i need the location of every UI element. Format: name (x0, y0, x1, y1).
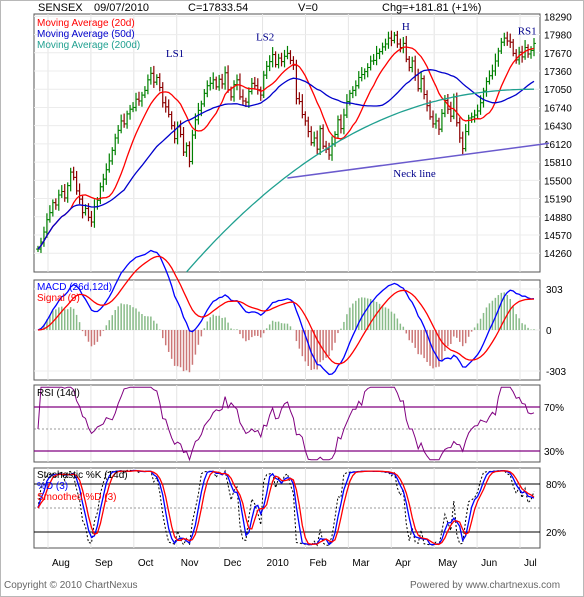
price-y-tick-label: 15810 (544, 158, 572, 169)
x-tick-label-2010: 2010 (267, 558, 290, 569)
price-y-tick-label: 16120 (544, 140, 572, 151)
price-y-tick-label: 16740 (544, 103, 572, 114)
price-y-tick-label: 14260 (544, 249, 572, 260)
symbol-label: SENSEX (38, 2, 83, 14)
price-y-tick-label: 16430 (544, 122, 572, 133)
stoch-d-legend-label: %D (3) (37, 481, 68, 492)
date-label: 09/07/2010 (94, 2, 150, 14)
volume-label: V=0 (298, 2, 318, 14)
macd-y-tick-label: 0 (546, 326, 552, 337)
price-legend-label: Moving Average (50d) (37, 29, 135, 40)
x-tick-label-apr: Apr (395, 558, 411, 569)
rsi-legend-label: RSI (14d) (37, 388, 80, 399)
price-y-tick-label: 14880 (544, 213, 572, 224)
ma200-line (186, 88, 534, 273)
price-y-tick-label: 17980 (544, 31, 572, 42)
price-y-tick-label: 18290 (544, 12, 572, 23)
x-tick-label-mar: Mar (352, 558, 370, 569)
price-y-tick-label: 17360 (544, 67, 572, 78)
stoch-y-tick-label: 80% (546, 480, 566, 491)
change-label: Chg=+181.81 (+1%) (382, 2, 482, 14)
panel-frame-rsi (33, 384, 541, 463)
price-bar (532, 38, 536, 57)
price-y-tick-label: 14570 (544, 231, 572, 242)
x-tick-label-may: May (438, 558, 457, 569)
macd-y-tick-label: -303 (546, 367, 566, 378)
x-tick-label-oct: Oct (138, 558, 154, 569)
rsi-y-tick-label: 70% (544, 403, 564, 414)
price-annotation: LS2 (256, 31, 274, 43)
signal-line (37, 255, 535, 365)
x-tick-label-jul: Jul (524, 558, 537, 569)
rsi-line (37, 386, 535, 462)
macd-legend-label: MACD (26d,12d) (37, 282, 112, 293)
stoch-k-legend-label: Stochastic %K (14d) (37, 470, 128, 481)
signal-legend-label: Signal (9) (37, 293, 80, 304)
x-tick-label-aug: Aug (52, 558, 70, 569)
ma20-line (37, 46, 535, 250)
close-label: C=17833.54 (188, 2, 249, 14)
price-annotation: H (402, 21, 410, 33)
copyright-label: Copyright © 2010 ChartNexus (4, 580, 138, 591)
ma50-line (37, 69, 535, 250)
price-y-tick-label: 17050 (544, 85, 572, 96)
price-legend-label: Moving Average (200d) (37, 40, 140, 51)
price-legend-label: Moving Average (20d) (37, 18, 135, 29)
price-y-tick-label: 17670 (544, 49, 572, 60)
price-y-tick-label: 15190 (544, 195, 572, 206)
x-tick-label-dec: Dec (224, 558, 242, 569)
price-y-tick-label: 15500 (544, 176, 572, 187)
x-tick-label-jun: Jun (481, 558, 497, 569)
macd-y-tick-label: 303 (546, 285, 563, 296)
x-tick-label-nov: Nov (181, 558, 199, 569)
price-annotation: RS1 (518, 26, 537, 38)
price-annotation: Neck line (393, 168, 436, 180)
stoch-smoothed-line (37, 470, 535, 545)
price-annotation: LS1 (166, 48, 184, 60)
x-tick-label-sep: Sep (95, 558, 113, 569)
macd-line (37, 249, 535, 376)
stoch-smoothed-legend-label: Smoothed %D (3) (37, 492, 116, 503)
stoch-y-tick-label: 20% (546, 528, 566, 539)
neckline (287, 142, 550, 179)
rsi-y-tick-label: 30% (544, 447, 564, 458)
x-tick-label-feb: Feb (309, 558, 327, 569)
powered-by-label: Powered by www.chartnexus.com (410, 580, 561, 591)
